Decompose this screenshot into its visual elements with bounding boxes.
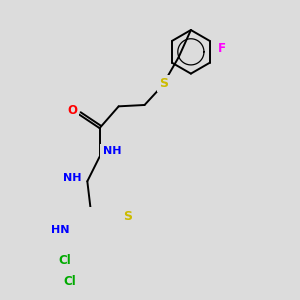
Text: HN: HN — [52, 225, 70, 235]
Text: Cl: Cl — [58, 254, 71, 267]
Text: F: F — [218, 42, 226, 55]
Text: Cl: Cl — [63, 274, 76, 288]
Text: S: S — [123, 210, 132, 223]
Text: O: O — [67, 104, 77, 117]
Text: S: S — [159, 77, 168, 90]
Text: NH: NH — [103, 146, 121, 156]
Text: NH: NH — [63, 173, 82, 183]
